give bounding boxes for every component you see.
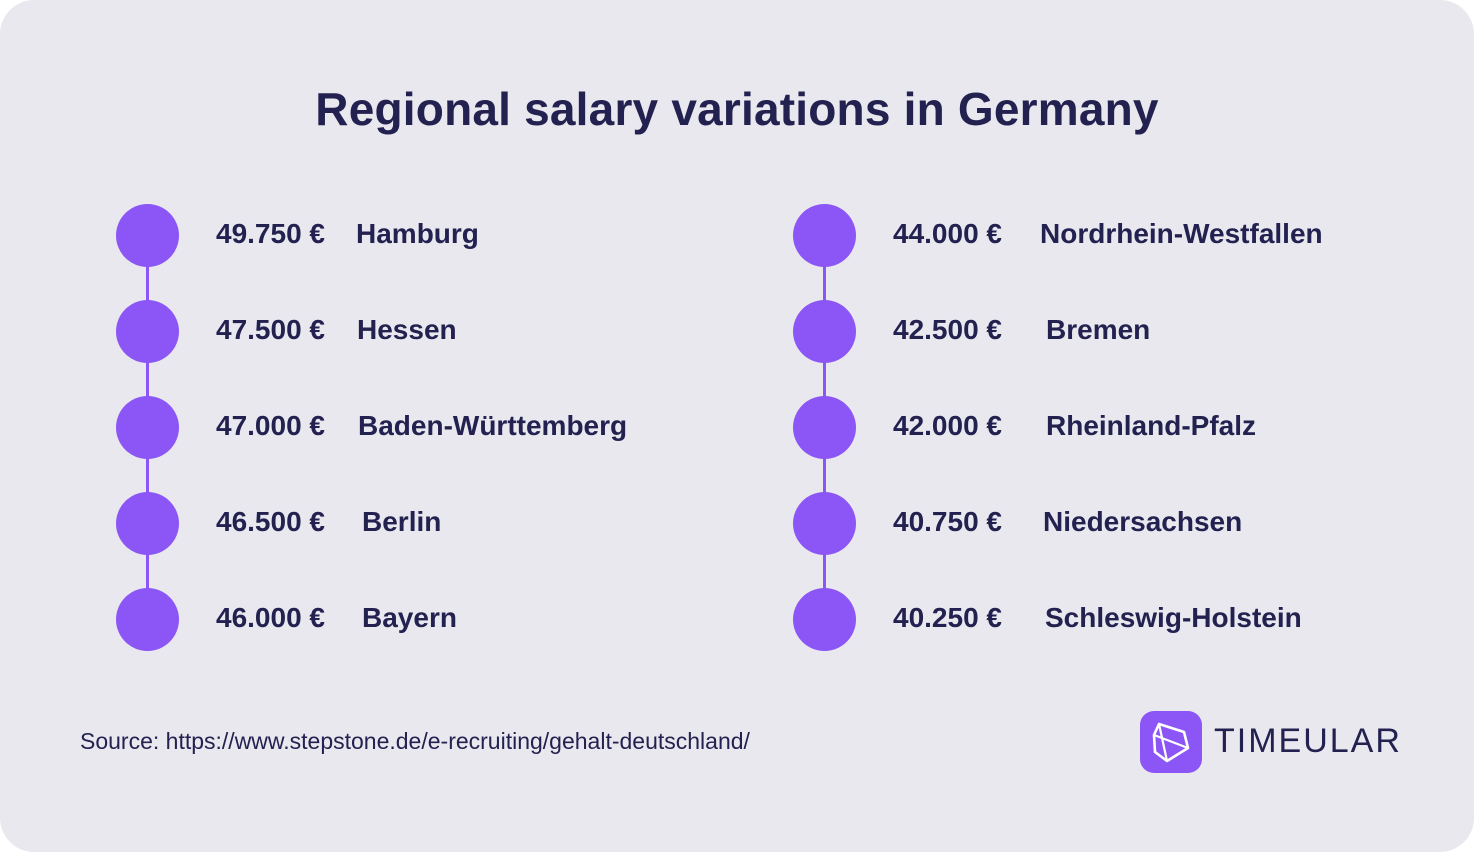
source-citation: Source: https://www.stepstone.de/e-recru… — [80, 728, 750, 754]
timeline-dot — [793, 492, 856, 555]
list-item: 49.750 € Hamburg — [116, 204, 756, 268]
list-item: 47.000 € Baden-Württemberg — [116, 396, 756, 460]
salary-amount: 49.750 € — [216, 218, 325, 249]
timeular-logo: TIMEULAR — [1140, 711, 1410, 773]
region-name: Bayern — [362, 602, 457, 633]
timeline-dot — [793, 204, 856, 267]
timeline-left: 49.750 € Hamburg 47.500 € Hessen 47.000 … — [116, 204, 756, 652]
timeline-dot — [793, 300, 856, 363]
salary-amount: 42.000 € — [893, 410, 1002, 441]
region-name: Hamburg — [356, 218, 479, 249]
list-item: 42.000 € Rheinland-Pfalz — [793, 396, 1433, 460]
region-name: Nordrhein-Westfallen — [1040, 218, 1323, 249]
region-name: Bremen — [1046, 314, 1151, 345]
list-item: 42.500 € Bremen — [793, 300, 1433, 364]
list-item: 40.750 € Niedersachsen — [793, 492, 1433, 556]
page-title: Regional salary variations in Germany — [315, 83, 1159, 135]
timeline-dot — [116, 300, 179, 363]
region-name: Hessen — [357, 314, 457, 345]
salary-amount: 47.000 € — [216, 410, 325, 441]
region-name: Berlin — [362, 506, 442, 537]
region-name: Baden-Württemberg — [358, 410, 628, 441]
timeline-right: 44.000 € Nordrhein-Westfallen 42.500 € B… — [793, 204, 1433, 652]
region-name: Rheinland-Pfalz — [1046, 410, 1257, 441]
salary-amount: 47.500 € — [216, 314, 325, 345]
list-item: 46.500 € Berlin — [116, 492, 756, 556]
timeline-dot — [116, 204, 179, 267]
salary-amount: 40.750 € — [893, 506, 1002, 537]
timeline-dot — [116, 588, 179, 651]
list-item: 40.250 € Schleswig-Holstein — [793, 588, 1433, 652]
region-name: Schleswig-Holstein — [1045, 602, 1302, 633]
list-item: 47.500 € Hessen — [116, 300, 756, 364]
timeline-dot — [793, 396, 856, 459]
list-item: 46.000 € Bayern — [116, 588, 756, 652]
timeline-dot — [793, 588, 856, 651]
region-name: Niedersachsen — [1043, 506, 1243, 537]
salary-amount: 46.500 € — [216, 506, 325, 537]
list-item: 44.000 € Nordrhein-Westfallen — [793, 204, 1433, 268]
timeline-dot — [116, 492, 179, 555]
salary-amount: 44.000 € — [893, 218, 1002, 249]
logo-wordmark: TIMEULAR — [1214, 722, 1402, 760]
timeline-dot — [116, 396, 179, 459]
salary-amount: 46.000 € — [216, 602, 325, 633]
timeular-logo-icon — [1140, 711, 1202, 773]
salary-amount: 42.500 € — [893, 314, 1002, 345]
salary-amount: 40.250 € — [893, 602, 1002, 633]
